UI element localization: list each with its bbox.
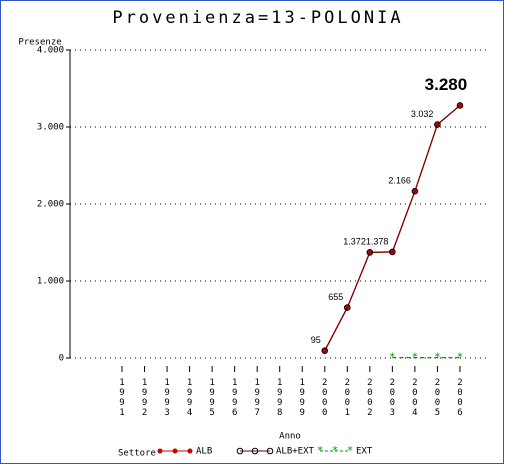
series-line <box>324 104 461 351</box>
legend-marker <box>251 447 259 455</box>
y-tick-label: 2.000 <box>37 200 64 210</box>
point <box>411 187 419 195</box>
y-tick-label: 4.000 <box>37 46 64 56</box>
data-label: 3.280 <box>425 75 468 94</box>
point: * <box>434 351 441 364</box>
point <box>389 248 396 256</box>
series-line <box>324 104 461 351</box>
legend-label: EXT <box>356 447 373 457</box>
x-axis-label: Anno <box>279 432 301 442</box>
legend-label: ALB <box>196 447 212 457</box>
legend-marker <box>236 447 244 455</box>
point: * <box>389 351 396 364</box>
point <box>456 102 464 109</box>
legend-label: ALB+EXT <box>276 447 315 457</box>
data-label: 655 <box>328 292 343 302</box>
data-label: 1.372 <box>343 237 366 247</box>
point: * <box>412 351 419 364</box>
point <box>344 304 351 311</box>
legend-marker: * <box>317 444 324 457</box>
data-label: 3.032 <box>411 109 434 119</box>
y-axis-label: Presenze <box>18 38 61 48</box>
y-tick-label: 0 <box>59 354 64 364</box>
point <box>434 121 441 128</box>
y-tick-label: 3.000 <box>37 123 64 133</box>
data-label: 95 <box>311 335 321 345</box>
legend-marker: * <box>347 444 354 457</box>
point <box>366 249 374 256</box>
data-label: 1.378 <box>366 236 389 246</box>
legend-marker: * <box>332 444 339 457</box>
data-label: 2.166 <box>388 176 411 186</box>
legend-marker <box>172 448 178 454</box>
chart-title: Provenienza=13-POLONIA <box>112 8 403 28</box>
legend-marker <box>187 448 193 454</box>
legend-marker <box>266 447 274 455</box>
legend-title: Settore <box>118 449 156 459</box>
point: * <box>457 351 464 364</box>
legend-marker <box>157 448 163 454</box>
point <box>321 347 329 354</box>
y-tick-label: 1.000 <box>37 277 64 287</box>
